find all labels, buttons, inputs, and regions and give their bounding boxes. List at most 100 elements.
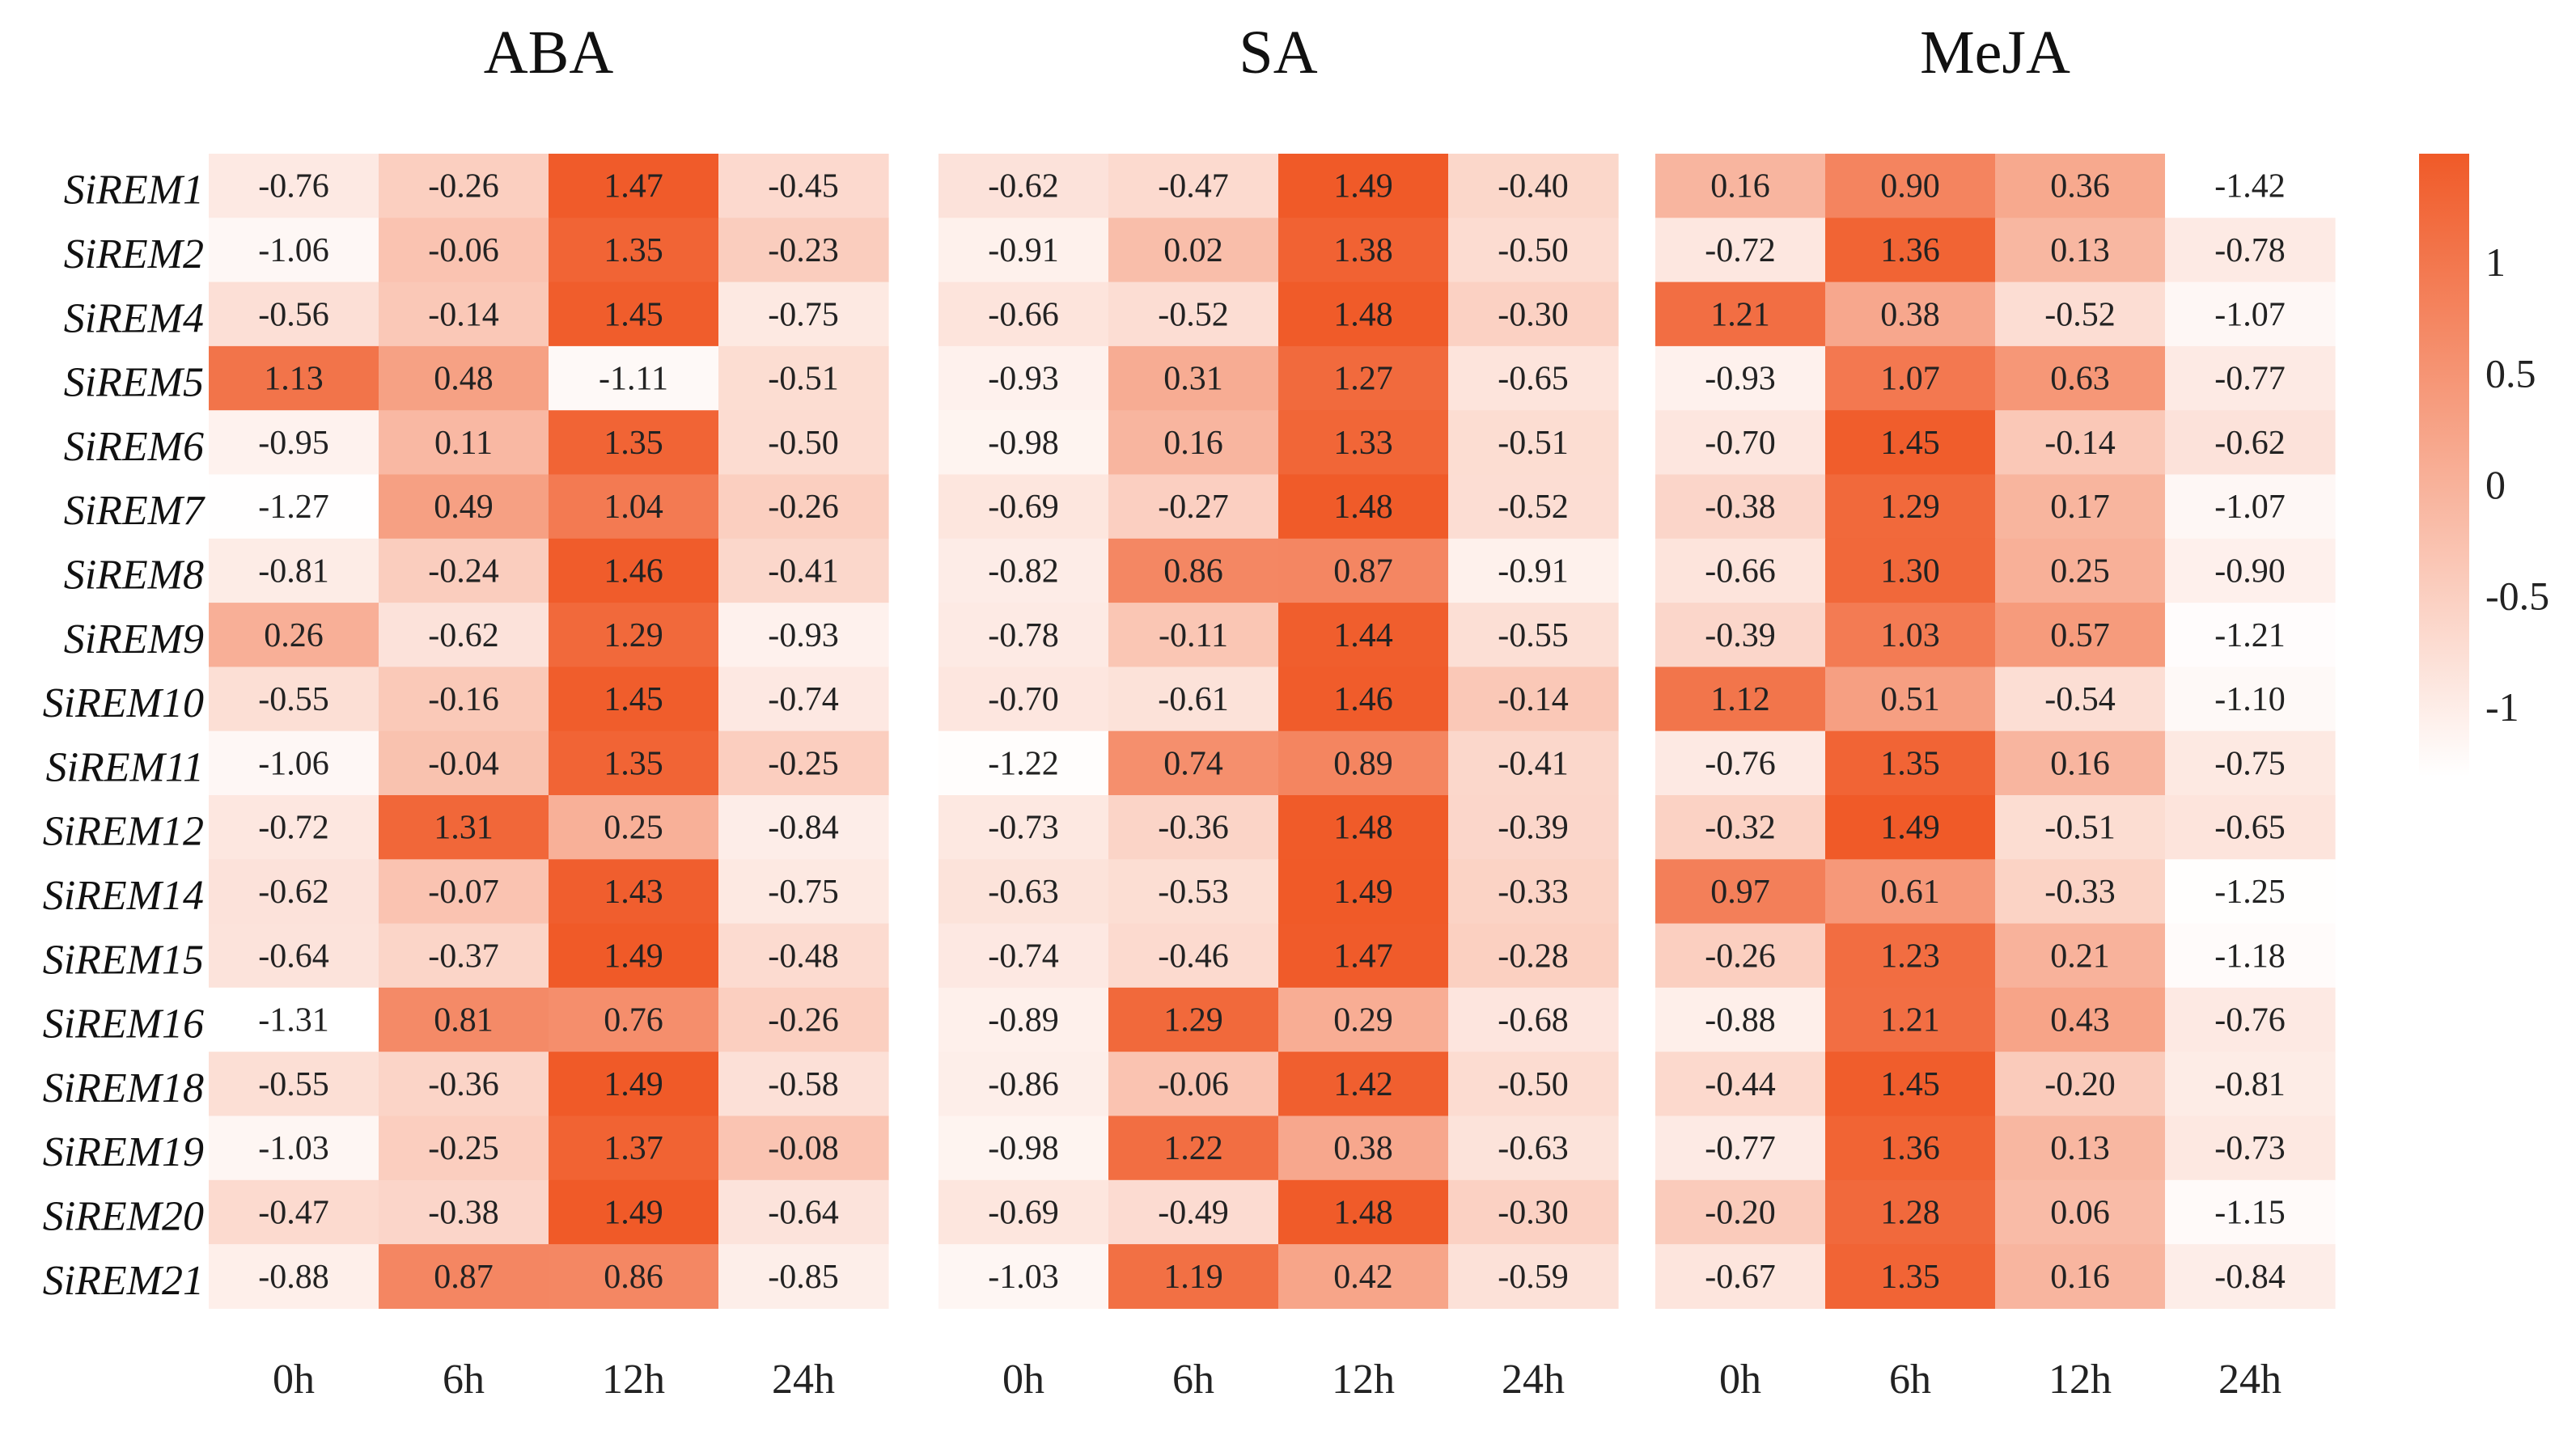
cell-value-label: 0.21 [2050,938,2110,975]
heatmap-cell [1448,1115,1619,1181]
heatmap-cell [1108,538,1279,603]
cell-value-label: 1.35 [604,232,663,269]
cell-value-label: -0.63 [1498,1130,1569,1167]
cell-value-label: -0.82 [988,552,1059,590]
cell-value-label: -0.68 [1498,1002,1569,1039]
cell-value-label: -0.51 [1498,425,1569,462]
heatmap-cell [2165,281,2336,347]
cell-value-label: -0.88 [1705,1002,1776,1039]
cell-value-label: 0.16 [2050,745,2110,782]
cell-value-label: -0.26 [1705,938,1776,975]
panel-title: SA [1239,19,1317,87]
heatmap-cell [1108,218,1279,283]
heatmap-cell [938,667,1109,732]
cell-value-label: -0.33 [1498,874,1569,911]
heatmap-cell [938,1052,1109,1117]
heatmap-cell [2165,474,2336,540]
cell-value-label: 0.61 [1880,874,1940,911]
heatmap-cell [1995,795,2166,860]
cell-value-label: -0.38 [1705,489,1776,526]
heatmap-cell [1108,987,1279,1052]
time-point-label: 12h [1332,1357,1395,1403]
heatmap-cell [379,1244,549,1309]
legend-tick-label: -1 [2485,684,2519,730]
cell-value-label: 0.90 [1880,168,1940,205]
heatmap-cell [1655,730,1826,796]
cell-value-label: 0.02 [1163,232,1223,269]
cell-value-label: 0.29 [1333,1002,1393,1039]
heatmap-cell [938,795,1109,860]
heatmap-cell [1825,1052,1996,1117]
heatmap-cell [379,345,549,411]
heatmap-cell [209,667,379,732]
heatmap-cell [549,1052,719,1117]
cell-value-label: 1.13 [264,361,324,398]
heatmap-cell [1108,345,1279,411]
heatmap-cell [2165,923,2336,988]
heatmap-cell [379,987,549,1052]
cell-value-label: -0.51 [2044,810,2116,847]
cell-value-label: -0.28 [1498,938,1569,975]
gene-label: SiREM6 [64,424,204,470]
cell-value-label: 0.48 [434,361,494,398]
heatmap-cell [1278,1052,1449,1117]
heatmap-cell [379,859,549,925]
legend-ticks: 1 0.5 0 -0.5 -1 [2485,239,2549,730]
cell-value-label: 1.49 [1880,810,1940,847]
heatmap-cell [1278,795,1449,860]
heatmap-cell [1655,859,1826,925]
cell-value-label: 1.04 [604,489,663,526]
cell-value-label: 1.47 [1333,938,1393,975]
cell-value-label: -0.14 [1498,681,1569,718]
gene-label: SiREM2 [64,231,204,277]
cell-value-label: 1.36 [1880,1130,1940,1167]
cell-value-label: -0.77 [2214,361,2286,398]
heatmap-cell [1995,410,2166,476]
heatmap-cell [1995,923,2166,988]
cell-value-label: 1.28 [1880,1194,1940,1231]
heatmap-cell [1655,218,1826,283]
heatmap-panel: ABA -0.76 -0.26 1.47 -0.45 -1.06 -0.06 1.35 -0.2… [209,19,889,1403]
heatmap-cell [1108,1179,1279,1245]
cell-value-label: -0.81 [2214,1066,2286,1103]
heatmap-cell [718,987,889,1052]
heatmap-cell [718,281,889,347]
cell-value-label: 1.49 [1333,874,1393,911]
heatmap-cell [1655,795,1826,860]
gene-label: SiREM10 [43,680,204,726]
cell-value-label: -1.31 [258,1002,329,1039]
cell-value-label: -0.20 [2044,1066,2116,1103]
cell-value-label: -1.06 [258,232,329,269]
cell-value-label: 1.29 [604,617,663,654]
heatmap-cell [1995,538,2166,603]
cell-value-label: 1.31 [434,810,494,847]
cell-value-label: -0.76 [2214,1002,2286,1039]
legend-tick-label: 1 [2485,239,2506,285]
heatmap-cell [379,730,549,796]
cell-value-label: 0.16 [1710,168,1770,205]
cell-value-label: -1.03 [988,1259,1059,1296]
cell-value-label: -0.47 [258,1194,329,1231]
heatmap-cell [1448,603,1619,667]
heatmap-cell [1448,987,1619,1052]
cell-value-label: -0.52 [1498,489,1569,526]
cell-value-label: 0.11 [434,425,493,462]
heatmap-cell [1278,730,1449,796]
cell-value-label: 1.07 [1880,361,1940,398]
heatmap-cell [379,1179,549,1245]
cell-value-label: -0.33 [2044,874,2116,911]
heatmap-cell [1278,859,1449,925]
heatmap-cell [718,474,889,540]
cell-value-label: -1.25 [2214,874,2286,911]
cell-value-label: 1.49 [604,938,663,975]
time-point-label: 0h [273,1357,315,1403]
cell-value-label: 1.48 [1333,489,1393,526]
heatmap-cell [209,1115,379,1181]
cell-value-label: -0.52 [2044,296,2116,333]
heatmap-cell [1108,281,1279,347]
heatmap-cell [1995,1115,2166,1181]
cell-value-label: 0.38 [1880,296,1940,333]
time-point-label: 0h [1002,1357,1044,1403]
cell-value-label: -0.78 [988,617,1059,654]
